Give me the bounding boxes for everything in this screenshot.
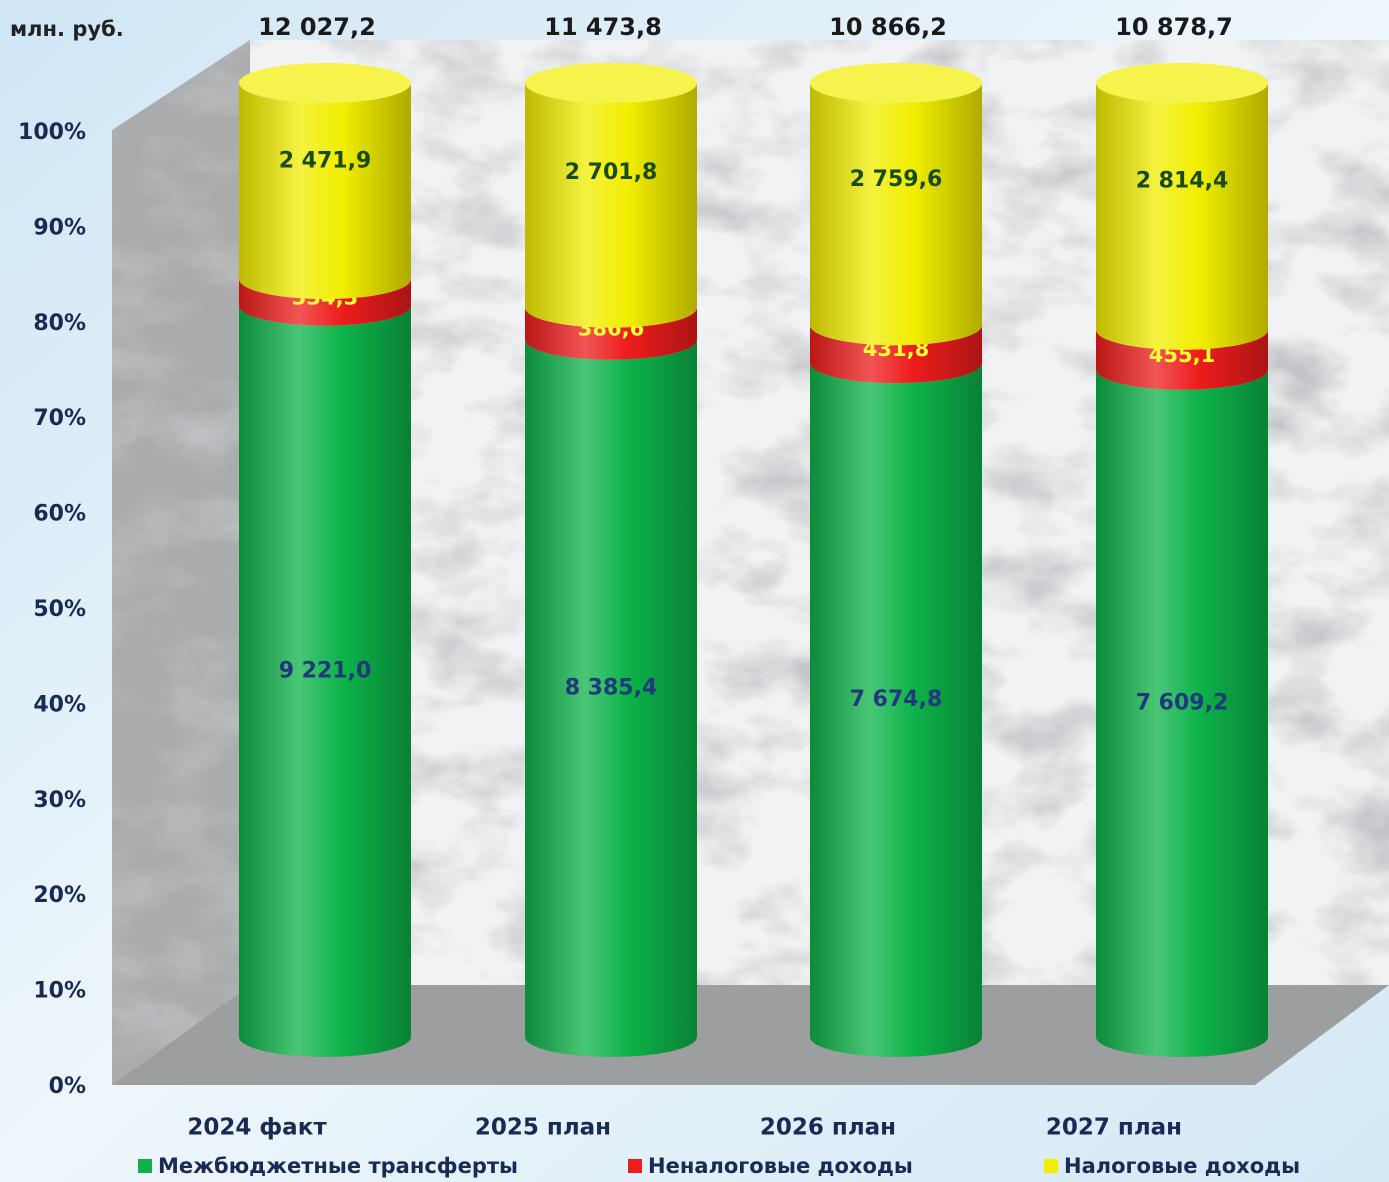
cylinder-top [239, 63, 411, 103]
total-label: 11 473,8 [544, 13, 662, 41]
legend-label: Налоговые доходы [1064, 1154, 1300, 1178]
value-label: 2 814,4 [1136, 169, 1229, 194]
y-tick-label: 40% [33, 692, 86, 717]
y-tick-label: 30% [33, 788, 86, 813]
legend-swatch [138, 1159, 152, 1173]
value-label: 8 385,4 [565, 675, 658, 700]
bar-segment [1096, 83, 1268, 350]
cylinder-top [1096, 63, 1268, 103]
cylinder-top [810, 63, 982, 103]
y-tick-label: 60% [33, 502, 86, 527]
unit-label: млн. руб. [10, 17, 124, 41]
y-tick-label: 10% [33, 979, 86, 1004]
bar-segment [525, 307, 697, 360]
value-label: 2 471,9 [279, 148, 372, 173]
bar-segment [810, 325, 982, 384]
value-label: 2 701,8 [565, 160, 658, 185]
x-tick-label: 2027 план [1046, 1115, 1182, 1141]
value-label: 7 609,2 [1136, 690, 1229, 715]
bar-segment [239, 305, 411, 1057]
bar-segment [810, 363, 982, 1057]
bar-segment [239, 279, 411, 326]
legend-swatch [1044, 1159, 1058, 1173]
x-tick-label: 2025 план [475, 1115, 611, 1141]
side-wall-texture [112, 40, 250, 1085]
y-tick-label: 20% [33, 883, 86, 908]
cylinder-top [525, 63, 697, 103]
floor [112, 985, 1389, 1085]
y-tick-label: 100% [18, 120, 86, 145]
x-tick-label: 2026 план [760, 1115, 896, 1141]
value-label: 7 674,8 [850, 687, 943, 712]
bar-segment [1096, 329, 1268, 390]
bar-segment [810, 83, 982, 346]
legend-swatch [628, 1159, 642, 1173]
bar-segment [525, 339, 697, 1057]
value-label: 9 221,0 [279, 658, 372, 683]
total-label: 12 027,2 [258, 13, 376, 41]
plot: 0% 10% 20% 30% 40% 50% 60% 70% 80% 90% 100% 9 221,0… [18, 13, 1300, 1178]
y-tick-label: 90% [33, 215, 86, 240]
y-tick-label: 0% [49, 1074, 86, 1099]
legend-label: Межбюджетные трансферты [158, 1154, 518, 1178]
bar-segment [239, 83, 411, 300]
total-label: 10 878,7 [1115, 13, 1233, 41]
total-label: 10 866,2 [829, 13, 947, 41]
bar-segment [1096, 369, 1268, 1057]
bar-segment [525, 83, 697, 328]
value-label: 2 759,6 [850, 167, 943, 192]
y-tick-label: 50% [33, 597, 86, 622]
y-tick-label: 70% [33, 406, 86, 431]
x-tick-label: 2024 факт [187, 1115, 327, 1141]
y-tick-label: 80% [33, 311, 86, 336]
legend-label: Неналоговые доходы [648, 1154, 913, 1178]
